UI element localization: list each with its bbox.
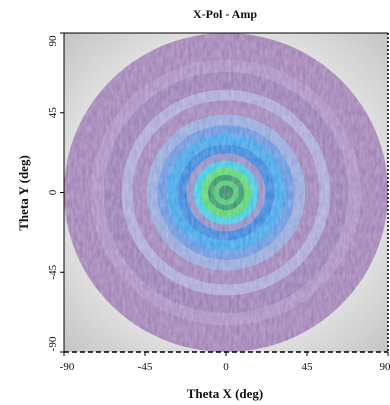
y-tick-label: 90 — [47, 35, 59, 47]
x-tick-label: -45 — [138, 361, 153, 373]
x-tick-label: -90 — [60, 361, 75, 373]
y-tick-label: 45 — [47, 107, 59, 119]
x-tick-label: 90 — [380, 361, 390, 373]
y-tick-label: -45 — [47, 264, 59, 279]
x-tick-label: 45 — [302, 361, 314, 373]
x-tick-label: 0 — [223, 361, 229, 373]
y-tick-label: 0 — [47, 189, 59, 195]
chart-title: X-Pol - Amp — [193, 7, 257, 21]
amplitude-texture — [64, 33, 388, 352]
y-tick-label: -90 — [47, 336, 59, 351]
x-axis-label: Theta X (deg) — [187, 386, 264, 401]
noise-overlay — [64, 33, 388, 352]
y-ticks: 90 45 0 -45 -90 — [47, 32, 64, 353]
x-ticks: -90 -45 0 45 90 — [60, 352, 390, 373]
y-axis-label: Theta Y (deg) — [16, 155, 31, 231]
